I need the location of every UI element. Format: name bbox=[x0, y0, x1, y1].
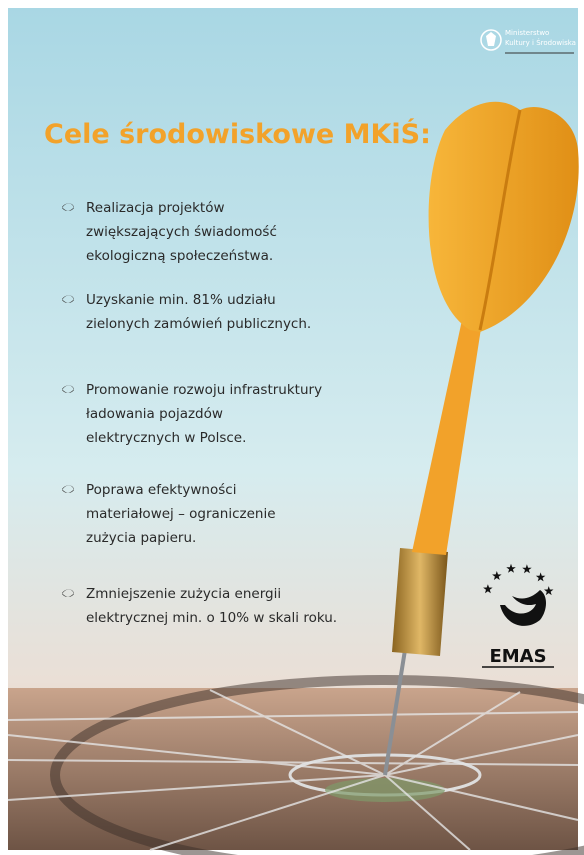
goal-text: elektrycznej min. o 10% w skali roku. bbox=[86, 610, 337, 626]
goal-text: Uzyskanie min. 81% udziału bbox=[86, 292, 276, 308]
goal-text: ładowania pojazdów bbox=[86, 406, 223, 422]
goal-text: zwiększających świadomość bbox=[86, 224, 277, 240]
goal-text: zielonych zamówień publicznych. bbox=[86, 316, 311, 332]
title: Cele środowiskowe MKiŚ: bbox=[44, 118, 431, 150]
goal-text: ekologiczną społeczeństwa. bbox=[86, 248, 273, 264]
goal-text: Promowanie rozwoju infrastruktury bbox=[86, 382, 322, 398]
goal-text: materiałowej – ograniczenie bbox=[86, 506, 276, 522]
goal-text: Realizacja projektów bbox=[86, 200, 225, 216]
goal-text: elektrycznych w Polsce. bbox=[86, 430, 246, 446]
page: Ministerstwo Kultury i Środowiska Cele ś… bbox=[0, 0, 584, 855]
goal-text: zużycia papieru. bbox=[86, 530, 196, 546]
poster: Ministerstwo Kultury i Środowiska Cele ś… bbox=[0, 0, 584, 855]
dartboard bbox=[8, 680, 584, 855]
emas-text: EMAS bbox=[489, 646, 546, 667]
goal-text: Zmniejszenie zużycia energii bbox=[86, 586, 281, 602]
goal-text: Poprawa efektywności bbox=[86, 482, 236, 498]
ministry-name: Kultury i Środowiska bbox=[505, 38, 576, 47]
ministry-name: Ministerstwo bbox=[505, 29, 549, 37]
